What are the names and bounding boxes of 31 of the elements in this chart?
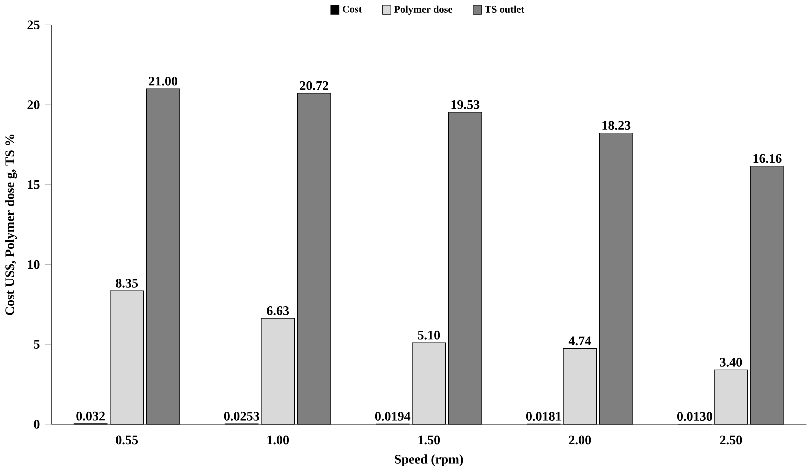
legend-label: TS outlet [484,6,525,13]
data-label: 3.40 [720,358,742,367]
x-tick-label: 1.00 [268,436,290,445]
data-label: 5.10 [418,330,440,340]
data-label: 21.00 [149,76,178,86]
x-tick-label: 1.50 [418,436,440,445]
data-label: 20.72 [300,81,328,90]
data-label: 16.16 [754,154,782,163]
x-tick-label: 2.50 [720,436,742,445]
data-label: 8.35 [116,278,138,288]
y-tick-label: 15 [28,180,40,190]
legend-label: Polymer dose [394,6,452,15]
x-tick-label: 0.55 [116,436,138,445]
data-label: 0.0253 [224,412,260,421]
data-label: 6.63 [267,306,290,316]
y-tick-label: 25 [28,20,40,30]
data-label: 0.0181 [526,412,562,421]
x-tick-label: 2.00 [569,436,592,445]
data-label: 18.23 [602,121,631,130]
data-label: 0.0130 [677,412,712,421]
y-tick-label: 0 [34,420,40,429]
y-tick-label: 5 [34,340,40,349]
data-label: 4.74 [568,336,592,346]
y-axis-title: Cost US$, Polymer dose g, TS % [4,134,18,316]
data-label: 19.53 [452,100,480,110]
data-label: 0.032 [76,412,105,421]
y-tick-label: 20 [28,100,40,110]
x-axis-title: Speed (rpm) [395,454,464,466]
y-tick-label: 10 [28,260,40,269]
data-label: 0.0194 [375,412,411,421]
legend-label: Cost [342,6,362,13]
